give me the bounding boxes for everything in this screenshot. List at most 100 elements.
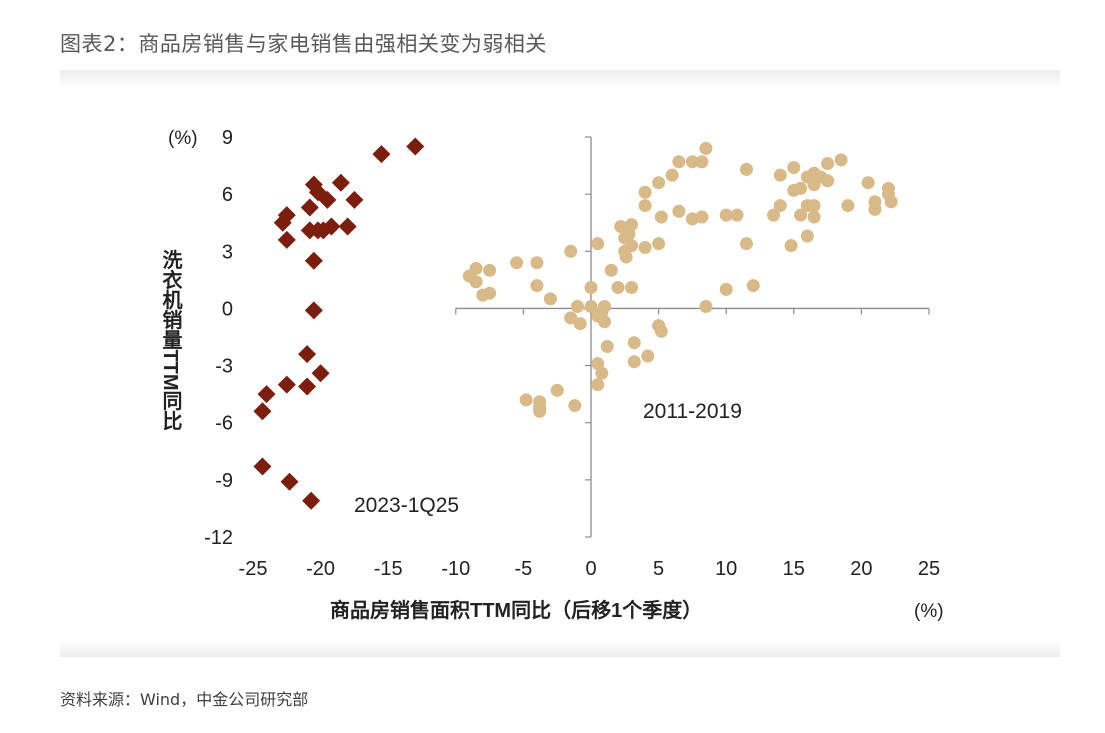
circle-point xyxy=(564,311,578,325)
series-2011-2019 xyxy=(462,141,898,418)
x-tick-label: -15 xyxy=(374,558,403,580)
x-tick-label: -5 xyxy=(515,558,533,580)
diamond-point xyxy=(257,385,276,404)
circle-point xyxy=(699,141,713,155)
circle-point xyxy=(469,275,483,289)
diamond-point xyxy=(277,375,296,394)
x-tick-label: 15 xyxy=(783,558,805,580)
circle-point xyxy=(787,183,801,197)
x-tick-label: -20 xyxy=(306,558,335,580)
x-tick-label: -10 xyxy=(441,558,470,580)
x-tick-label: 25 xyxy=(918,558,940,580)
circle-point xyxy=(584,280,598,294)
circle-point xyxy=(530,256,544,270)
circle-point xyxy=(568,399,582,413)
y-axis-title: 洗衣机销量TTM同比 xyxy=(159,249,182,431)
circle-point xyxy=(821,174,835,188)
y-tick-label: -12 xyxy=(204,527,233,549)
circle-point xyxy=(787,160,801,174)
circle-point xyxy=(685,155,699,169)
circle-point xyxy=(807,199,821,213)
x-tick-label: 20 xyxy=(850,558,872,580)
circle-point xyxy=(699,300,713,314)
bottom-divider xyxy=(60,640,1060,657)
circle-point xyxy=(884,195,898,209)
diamond-point xyxy=(338,217,357,236)
circle-point xyxy=(564,244,578,258)
circle-point xyxy=(638,185,652,199)
diamond-point xyxy=(372,145,391,164)
circle-point xyxy=(604,263,618,277)
series-2023-1q25 xyxy=(253,137,425,510)
diamond-point xyxy=(331,173,350,192)
circle-point xyxy=(595,366,609,380)
circle-point xyxy=(591,237,605,251)
circle-point xyxy=(611,280,625,294)
annotation-2011-2019: 2011-2019 xyxy=(643,400,742,423)
circle-point xyxy=(476,288,490,302)
circle-point xyxy=(614,220,628,234)
diamond-point xyxy=(277,230,296,249)
circle-point xyxy=(584,300,598,314)
circle-point xyxy=(627,336,641,350)
circle-point xyxy=(800,229,814,243)
y-unit-label: (%) xyxy=(168,128,198,149)
circle-point xyxy=(533,404,547,418)
diamond-point xyxy=(253,402,272,421)
circle-point xyxy=(841,199,855,213)
diamond-point xyxy=(302,491,321,510)
y-tick-label: 9 xyxy=(222,127,233,149)
diamond-point xyxy=(300,198,319,217)
circle-point xyxy=(784,239,798,253)
y-tick-label: 3 xyxy=(222,241,233,263)
circle-point xyxy=(665,168,679,182)
circle-point xyxy=(767,208,781,222)
circle-point xyxy=(654,324,668,338)
circle-point xyxy=(598,315,612,329)
circle-point xyxy=(638,240,652,254)
circle-point xyxy=(652,237,666,251)
circle-point xyxy=(543,292,557,306)
top-divider xyxy=(60,70,1060,89)
circle-point xyxy=(807,210,821,224)
axes xyxy=(455,136,930,538)
tick-labels: -25 -20 -15 -10 -5 0 5 10 15 20 25 9 6 3 0 -3 -6 -9 -12 xyxy=(204,127,940,580)
circle-point xyxy=(807,178,821,192)
x-axis-title: 商品房销售面积TTM同比（后移1个季度） xyxy=(330,598,702,622)
figure-title: 图表2：商品房销售与家电销售由强相关变为弱相关 xyxy=(60,32,547,56)
circle-point xyxy=(570,300,584,314)
diamond-point xyxy=(273,213,292,232)
circle-point xyxy=(695,210,709,224)
y-tick-label: 0 xyxy=(222,298,233,320)
x-tick-label: 0 xyxy=(585,558,596,580)
circle-point xyxy=(573,317,587,331)
circle-point xyxy=(834,153,848,167)
circle-point xyxy=(821,157,835,171)
y-tick-label: -6 xyxy=(215,413,233,435)
circle-point xyxy=(591,378,605,392)
circle-point xyxy=(638,199,652,213)
circle-point xyxy=(773,199,787,213)
circle-point xyxy=(672,204,686,218)
diamond-point xyxy=(304,301,323,320)
circle-point xyxy=(550,383,564,397)
diamond-point xyxy=(345,190,364,209)
x-unit-label: (%) xyxy=(914,601,944,622)
circle-point xyxy=(746,279,760,293)
circle-point xyxy=(773,168,787,182)
circle-point xyxy=(530,279,544,293)
circle-point xyxy=(794,208,808,222)
circle-point xyxy=(868,202,882,216)
circle-point xyxy=(719,208,733,222)
diamond-point xyxy=(406,137,425,156)
x-tick-label: 5 xyxy=(653,558,664,580)
circle-point xyxy=(510,256,524,270)
circle-point xyxy=(641,349,655,363)
diamond-point xyxy=(318,190,337,209)
circle-point xyxy=(519,393,533,407)
x-tick-label: 10 xyxy=(715,558,737,580)
circle-point xyxy=(652,176,666,190)
source-note: 资料来源：Wind，中金公司研究部 xyxy=(60,690,309,709)
diamond-point xyxy=(298,345,317,364)
